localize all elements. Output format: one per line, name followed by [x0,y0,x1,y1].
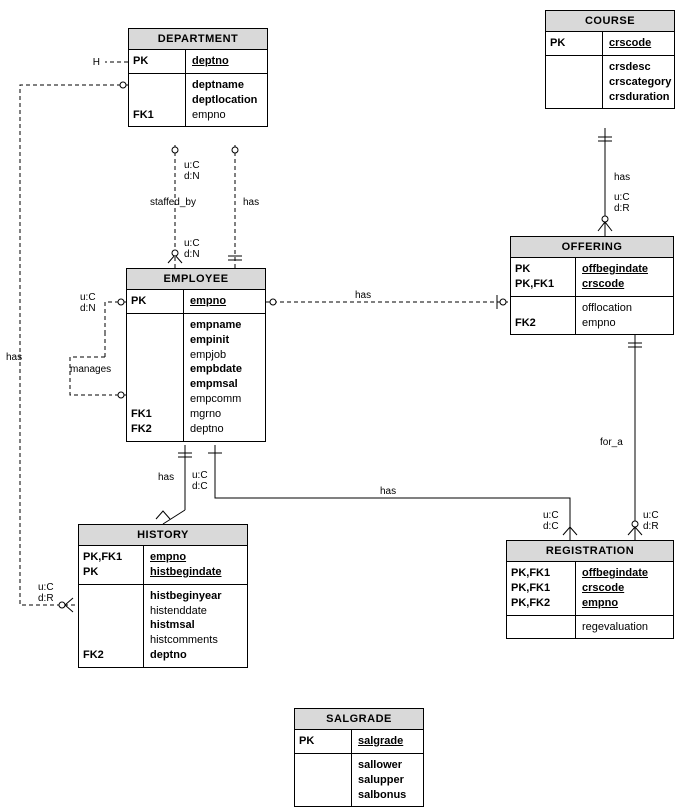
entity-title: OFFERING [511,237,673,258]
entity-department: DEPARTMENT PK deptno FK1 deptname deptlo… [128,28,268,127]
entity-title: SALGRADE [295,709,423,730]
svg-text:u:C: u:C [80,292,96,303]
svg-text:has: has [380,486,396,497]
svg-text:d:C: d:C [192,481,208,492]
entity-title: REGISTRATION [507,541,673,562]
entity-title: DEPARTMENT [129,29,267,50]
svg-text:H: H [93,57,100,68]
entity-employee: EMPLOYEE PK empno FK1 FK2 empname [126,268,266,442]
svg-text:u:C: u:C [184,160,200,171]
svg-text:u:C: u:C [192,470,208,481]
entity-salgrade: SALGRADE PK salgrade sallower salupper s… [294,708,424,807]
key-cell: PK [546,32,603,55]
entity-title: HISTORY [79,525,247,546]
svg-text:has: has [158,472,174,483]
svg-text:for_a: for_a [600,437,623,448]
svg-text:staffed_by: staffed_by [150,197,196,208]
entity-course: COURSE PK crscode crsdesc crscategory cr… [545,10,675,109]
svg-text:u:C: u:C [643,510,659,521]
svg-text:has: has [355,290,371,301]
svg-text:u:C: u:C [543,510,559,521]
svg-text:d:R: d:R [38,593,54,604]
svg-text:d:N: d:N [184,249,200,260]
key-cell: FK1 [129,74,186,127]
svg-text:u:C: u:C [614,192,630,203]
entity-history: HISTORY PK,FK1 PK empno histbegindate [78,524,248,668]
entity-offering: OFFERING PK PK,FK1 offbegindate crscode … [510,236,674,335]
svg-text:d:R: d:R [643,521,659,532]
svg-text:has: has [6,352,22,363]
attr-cell: deptname deptlocation empno [186,74,267,127]
svg-text:u:C: u:C [38,582,54,593]
svg-text:manages: manages [70,364,111,375]
svg-text:u:C: u:C [184,238,200,249]
entity-title: EMPLOYEE [127,269,265,290]
key-cell: PK [129,50,186,73]
relationship-lines: staffed_by u:C d:N u:C d:N has H manages… [0,0,690,803]
er-diagram-canvas: staffed_by u:C d:N u:C d:N has H manages… [0,0,690,803]
svg-text:has: has [243,197,259,208]
svg-text:d:C: d:C [543,521,559,532]
attr-cell: deptno [186,50,267,73]
entity-registration: REGISTRATION PK,FK1 PK,FK1 PK,FK2 offbeg… [506,540,674,639]
svg-text:has: has [614,172,630,183]
svg-text:d:N: d:N [80,303,96,314]
svg-text:d:N: d:N [184,171,200,182]
entity-title: COURSE [546,11,674,32]
svg-text:d:R: d:R [614,203,630,214]
